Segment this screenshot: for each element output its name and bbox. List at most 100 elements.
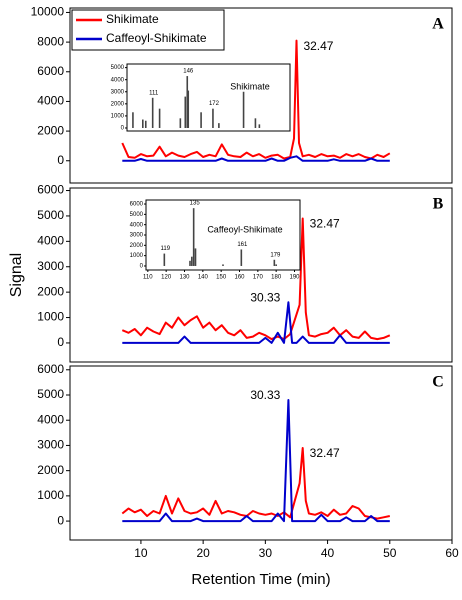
inset-x-tick-label: 120 [161,275,172,281]
series-line [121,447,391,520]
inset-y-tick-label: 1000 [130,253,144,259]
inset-title: Shikimate [230,81,270,91]
series-line [122,399,390,523]
y-tick-label: 5000 [37,387,64,401]
inset-bar [194,248,197,266]
panel-frame [69,365,453,541]
inset-peak-label: 111 [149,90,159,96]
inset-bar [273,259,276,266]
y-tick-label: 0 [57,513,64,527]
peak-label: 32.47 [310,217,340,231]
legend-label: Caffeoyl-Shikimate [106,31,207,45]
panel-frame [69,7,453,184]
inset-y-tick-label: 2000 [111,101,125,107]
x-tick-label: 50 [383,546,397,560]
inset-bar [142,119,144,128]
y-axis-label: Signal [8,253,25,297]
inset-bar [191,256,193,266]
inset-bar [144,120,147,128]
inset-title: Caffeoyl-Shikimate [207,224,282,234]
panel-label: B [433,196,444,213]
inset-y-tick-label: 2000 [130,243,144,249]
panel-frame [69,187,453,363]
inset-bar [200,112,202,128]
inset-bar [222,264,224,266]
y-tick-label: 3000 [37,259,64,273]
inset-bar [189,260,191,266]
inset-bar [163,253,166,266]
inset-y-tick-label: 4000 [130,222,144,228]
inset-bar [254,118,257,128]
y-tick-label: 10000 [31,5,65,19]
x-tick-label: 30 [259,546,273,560]
y-tick-label: 2000 [37,123,64,137]
y-tick-label: 2000 [37,284,64,298]
inset-y-tick-label: 5000 [111,65,125,71]
inset-peak-label: 146 [183,69,194,75]
inset-bar [132,112,134,128]
y-tick-label: 0 [57,335,64,349]
inset-bar [158,108,161,128]
series-line [122,301,390,344]
inset-bar [218,123,220,128]
inset-bar [258,124,261,128]
y-tick-label: 8000 [37,34,64,48]
inset-y-tick-label: 4000 [111,77,125,83]
x-tick-label: 60 [445,546,459,560]
legend-label: Shikimate [106,12,159,26]
y-tick-label: 5000 [37,208,64,222]
series-line [122,155,390,162]
peak-label: 32.47 [303,39,333,53]
y-tick-label: 3000 [37,438,64,452]
inset-bar [187,90,190,128]
inset-bar [186,76,189,128]
inset-peak-label: 119 [161,246,171,252]
y-tick-label: 4000 [37,412,64,426]
y-tick-label: 6000 [37,64,64,78]
inset-x-tick-label: 190 [289,275,300,281]
inset-y-tick-label: 3000 [111,89,125,95]
inset-background [146,200,300,270]
y-tick-label: 6000 [37,183,64,197]
inset-x-tick-label: 160 [234,275,245,281]
y-tick-label: 2000 [37,463,64,477]
x-axis-label: Retention Time (min) [191,571,330,588]
inset-bar [192,208,195,266]
inset-x-tick-label: 140 [198,275,209,281]
panel-label: A [432,16,444,33]
inset-peak-label: 135 [190,201,201,207]
inset-x-tick-label: 170 [253,275,264,281]
inset-x-tick-label: 150 [216,275,227,281]
x-tick-label: 20 [196,546,210,560]
series-line [121,217,391,341]
inset-x-tick-label: 110 [143,275,153,281]
inset-peak-label: 172 [209,101,220,107]
y-tick-label: 1000 [37,310,64,324]
inset-y-tick-label: 0 [140,264,144,270]
inset-x-tick-label: 130 [179,275,190,281]
inset-bar [151,97,154,128]
inset-y-tick-label: 5000 [130,212,144,218]
inset-y-tick-label: 3000 [130,233,144,239]
inset-background [127,64,290,131]
x-tick-label: 10 [134,546,148,560]
y-tick-label: 6000 [37,362,64,376]
inset-y-tick-label: 6000 [130,202,144,208]
series-line [121,39,391,160]
inset-peak-label: 179 [270,252,281,258]
inset-y-tick-label: 0 [121,126,125,132]
inset-x-tick-label: 180 [271,275,282,281]
inset-bar [275,264,277,266]
panel-label: C [432,374,444,391]
inset-frame [126,63,291,132]
peak-label: 30.33 [250,388,280,402]
inset-bar [179,118,182,128]
inset-peak-label: 161 [237,242,248,248]
y-tick-label: 0 [57,153,64,167]
inset-bar [240,249,243,266]
legend-box [71,9,225,51]
y-tick-label: 4000 [37,234,64,248]
peak-label: 32.47 [310,446,340,460]
inset-bar [212,108,214,128]
